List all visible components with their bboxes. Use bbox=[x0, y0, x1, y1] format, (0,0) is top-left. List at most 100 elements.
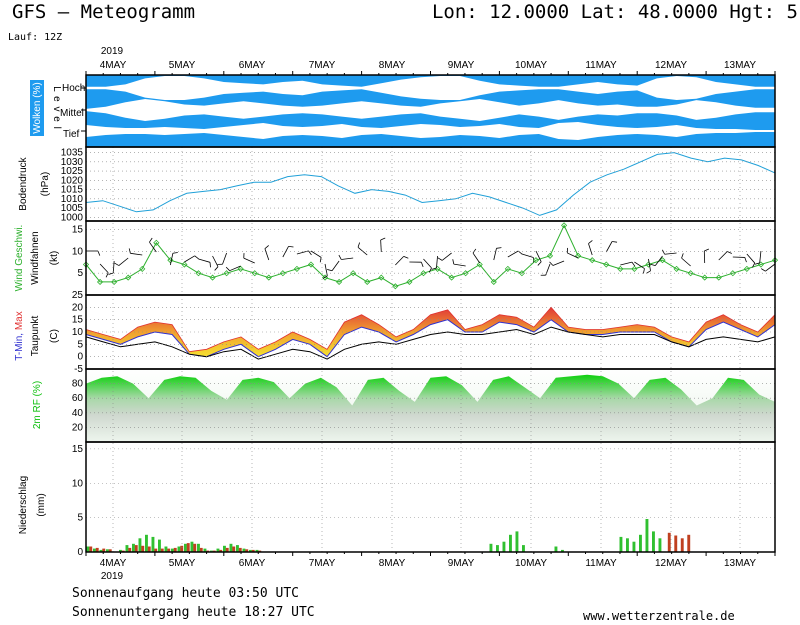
precip-conv-bar bbox=[154, 548, 158, 552]
precip-tick-label: 5 bbox=[77, 513, 83, 524]
wind-barb-flag bbox=[149, 237, 153, 243]
precip-bar bbox=[151, 536, 155, 552]
wind-speed-point bbox=[223, 270, 230, 277]
wind-barb-flag bbox=[752, 262, 756, 268]
wind-barb bbox=[380, 239, 382, 253]
wind-barb bbox=[243, 257, 255, 264]
precip-bar bbox=[197, 543, 200, 553]
tmax-line bbox=[85, 306, 776, 353]
temp-tick-label: 20 bbox=[72, 302, 84, 313]
wind-speed-point bbox=[378, 274, 385, 281]
wind-barb-flag bbox=[760, 268, 766, 272]
wind-barbs-label: Windfahnen bbox=[30, 231, 41, 284]
wind-barb bbox=[441, 252, 452, 261]
date-label-bottom: 4MAY bbox=[100, 558, 127, 569]
precip-bar bbox=[255, 549, 259, 552]
wind-speed-point bbox=[181, 261, 188, 268]
precip-bar bbox=[216, 548, 220, 552]
temp-tick-label: 25 bbox=[72, 290, 84, 301]
wind-barb bbox=[310, 250, 322, 258]
wind-barb-flag bbox=[612, 241, 618, 243]
wind-barb-flag bbox=[754, 262, 760, 265]
date-label-bottom: 9MAY bbox=[448, 558, 475, 569]
wind-barb-flag bbox=[704, 248, 710, 252]
date-label-top: 9MAY bbox=[448, 60, 475, 71]
wind-speed-point bbox=[406, 278, 413, 286]
precip-bar bbox=[554, 546, 558, 552]
wind-speed-point bbox=[504, 265, 511, 272]
precip-conv-bar bbox=[680, 538, 684, 553]
panel-frame-press bbox=[85, 146, 776, 222]
wind-barb-flag bbox=[588, 240, 593, 244]
wind-speed-point bbox=[167, 257, 174, 264]
wind-barb-flag bbox=[437, 257, 443, 261]
wind-barb bbox=[535, 250, 542, 262]
wind-speed-point bbox=[448, 274, 455, 281]
wind-barb-flag bbox=[650, 263, 656, 266]
wind-barb bbox=[423, 258, 432, 269]
precip-bar bbox=[561, 549, 564, 552]
precip-bar bbox=[652, 531, 655, 552]
pressure-tick-label: 1005 bbox=[61, 203, 84, 214]
wind-barb bbox=[759, 250, 762, 263]
wind-barb bbox=[521, 253, 534, 258]
cloud-axis-label: Wolken (%) bbox=[32, 82, 43, 134]
wind-barb bbox=[169, 253, 174, 266]
precip-bar bbox=[645, 519, 649, 552]
wind-barb bbox=[436, 255, 438, 268]
wind-barb-flag bbox=[225, 266, 230, 271]
dewpoint-line bbox=[85, 326, 776, 360]
temp-tick-label: 15 bbox=[72, 315, 84, 326]
wind-speed-point bbox=[532, 257, 540, 264]
wind-barb bbox=[282, 246, 289, 258]
date-label-top: 5MAY bbox=[169, 60, 196, 71]
precip-conv-bar bbox=[141, 545, 145, 552]
humidity-tick-label: 80 bbox=[72, 379, 84, 390]
temp-unit-label: (C) bbox=[49, 329, 60, 343]
pressure-tick-label: 1015 bbox=[61, 185, 84, 196]
wind-barb bbox=[112, 260, 115, 273]
wind-barb bbox=[664, 252, 677, 255]
wind-speed-point bbox=[392, 283, 399, 290]
wind-barb bbox=[198, 258, 211, 263]
wind-speed-point bbox=[350, 270, 357, 277]
wind-speed-point bbox=[589, 257, 596, 264]
wind-barb-flag bbox=[108, 272, 114, 275]
wind-barb bbox=[453, 263, 466, 267]
wind-barb-flag bbox=[421, 262, 424, 268]
wind-speed-point bbox=[125, 274, 132, 281]
precip-conv-bar bbox=[180, 545, 184, 552]
wind-barb bbox=[765, 263, 776, 272]
wind-barb bbox=[357, 246, 368, 256]
wind-barb-flag bbox=[319, 257, 322, 263]
wind-barb bbox=[229, 265, 241, 272]
wind-barb bbox=[222, 252, 227, 265]
wind-speed-point bbox=[153, 239, 160, 246]
year-label-top: 2019 bbox=[101, 46, 124, 57]
precip-axis-label: Niederschlag bbox=[18, 476, 29, 534]
wind-barb bbox=[567, 252, 579, 259]
precip-bar bbox=[158, 539, 161, 552]
wind-speed-point bbox=[757, 261, 765, 268]
wind-barb-flag bbox=[308, 250, 312, 256]
precip-bar bbox=[489, 543, 493, 553]
date-label-bottom: 6MAY bbox=[239, 558, 266, 569]
pressure-unit-label: (hPa) bbox=[40, 172, 51, 196]
cloud-low-band bbox=[86, 122, 775, 140]
pressure-line bbox=[85, 152, 776, 216]
model-run: Lauf: 12Z bbox=[8, 32, 63, 43]
panel-frame-wind bbox=[85, 220, 776, 296]
pressure-tick-label: 1020 bbox=[61, 175, 84, 186]
wind-barb bbox=[552, 260, 565, 266]
precip-conv-bar bbox=[193, 543, 197, 553]
precip-conv-bar bbox=[199, 547, 203, 552]
wind-barb bbox=[648, 258, 651, 271]
wind-speed-point bbox=[462, 270, 469, 277]
wind-barb bbox=[324, 263, 328, 276]
level-label-high: Hoch bbox=[62, 83, 85, 94]
website-link[interactable]: www.wetterzentrale.de bbox=[583, 609, 735, 623]
wind-barb bbox=[620, 261, 633, 266]
precip-conv-bar bbox=[667, 532, 671, 553]
wind-speed-point bbox=[96, 278, 104, 286]
wind-barb-flag bbox=[431, 267, 437, 270]
